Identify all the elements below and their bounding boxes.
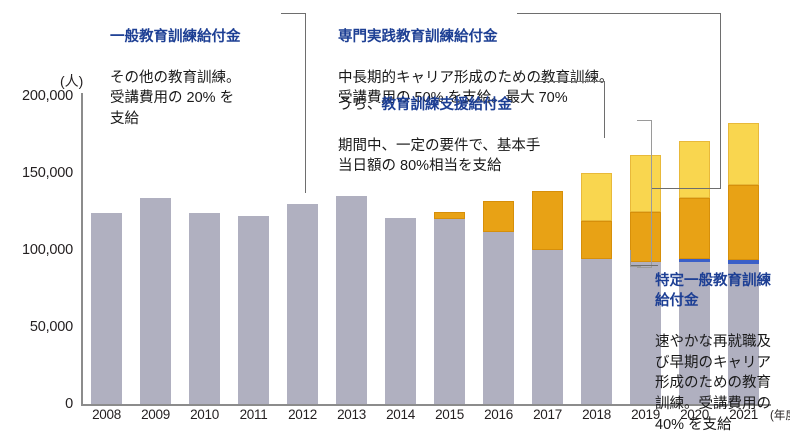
annotation-tokutei-body: 速やかな再就職及 び早期のキャリア 形成のための教育 訓練。受講費用の 40% … <box>655 334 771 433</box>
annotation-ippan-body: その他の教育訓練。 受講費用の 20% を 支給 <box>110 69 241 127</box>
bar-segment-orange-2019 <box>630 211 661 263</box>
y-tick-label: 100,000 <box>21 242 73 258</box>
x-tick-label-2013: 2013 <box>337 407 366 422</box>
x-axis-line <box>81 404 771 406</box>
x-axis-unit-label: (年度) <box>770 410 790 422</box>
x-tick-label-2012: 2012 <box>288 407 317 422</box>
x-tick-label-2015: 2015 <box>435 407 464 422</box>
y-tick-label: 50,000 <box>29 319 73 335</box>
bar-segment-orange-2020 <box>679 197 710 260</box>
bar-segment-gray-2008 <box>91 213 122 404</box>
bar-segment-blue-2021 <box>728 260 759 264</box>
bar-segment-orange-2017 <box>532 191 563 250</box>
x-tick-label-2016: 2016 <box>484 407 513 422</box>
bar-segment-orange-2016 <box>483 200 514 232</box>
bar-segment-yellow-2019 <box>630 154 661 212</box>
leader-senmon-vertical <box>720 13 722 189</box>
bar-2015 <box>434 211 465 404</box>
x-tick-label-2020: 2020 <box>680 407 709 422</box>
x-tick-label-2011: 2011 <box>239 407 268 422</box>
x-tick-label-2017: 2017 <box>533 407 562 422</box>
y-tick-label: 150,000 <box>21 165 73 181</box>
leader-shien-vertical <box>604 81 606 138</box>
x-tick-label-2014: 2014 <box>386 407 415 422</box>
leader-shien-horizontal <box>536 81 605 83</box>
x-tick-label-2008: 2008 <box>92 407 121 422</box>
leader-senmon-horizontal <box>517 13 721 15</box>
y-tick-label: 200,000 <box>21 88 73 104</box>
annotation-senmon-heading: 専門実践教育訓練給付金 <box>338 28 498 45</box>
bar-segment-gray-2012 <box>287 203 318 404</box>
x-tick-label-2018: 2018 <box>582 407 611 422</box>
bar-segment-yellow-2021 <box>728 122 759 185</box>
bar-2016 <box>483 200 514 404</box>
bar-segment-orange-2015 <box>434 211 465 220</box>
x-tick-label-2010: 2010 <box>190 407 219 422</box>
bracket-senmon-range <box>637 120 652 268</box>
bar-2010 <box>189 213 220 404</box>
y-tick-label: 0 <box>65 396 73 412</box>
bar-segment-gray-2016 <box>483 231 514 404</box>
bar-2012 <box>287 203 318 404</box>
y-axis-line <box>81 93 83 405</box>
bar-segment-gray-2019 <box>630 262 661 404</box>
annotation-shien-prefix: うち、 <box>338 96 382 113</box>
bar-segment-orange-2021 <box>728 184 759 261</box>
bar-segment-yellow-2018 <box>581 173 612 221</box>
annotation-tokutei: 特定一般教育訓練 給付金 速やかな再就職及 び早期のキャリア 形成のための教育 … <box>655 250 787 435</box>
bar-segment-gray-2011 <box>238 216 269 404</box>
bar-segment-gray-2020 <box>679 262 710 404</box>
x-tick-label-2021: 2021 <box>729 407 758 422</box>
bar-segment-orange-2018 <box>581 220 612 260</box>
bar-segment-gray-2018 <box>581 259 612 404</box>
bar-2017 <box>532 191 563 404</box>
bar-2008 <box>91 213 122 404</box>
bar-segment-gray-2017 <box>532 250 563 404</box>
annotation-ippan: 一般教育訓練給付金 その他の教育訓練。 受講費用の 20% を 支給 <box>110 6 310 129</box>
bar-segment-blue-2020 <box>679 259 710 263</box>
bar-2021 <box>728 122 759 404</box>
bar-segment-gray-2013 <box>336 196 367 404</box>
bar-2014 <box>385 217 416 404</box>
bar-2009 <box>140 197 171 404</box>
leader-ippan-vertical <box>305 13 307 193</box>
bracket-tokutei <box>630 250 641 267</box>
bar-2011 <box>238 216 269 404</box>
bar-2018 <box>581 173 612 404</box>
x-tick-label-2009: 2009 <box>141 407 170 422</box>
y-axis-unit-label: (人) <box>60 73 84 89</box>
bar-segment-gray-2021 <box>728 263 759 404</box>
leader-senmon-end <box>652 188 721 190</box>
bar-segment-gray-2014 <box>385 217 416 404</box>
annotation-shien-heading: 教育訓練支援給付金 <box>381 96 513 113</box>
bar-2013 <box>336 196 367 404</box>
x-tick-label-2019: 2019 <box>631 407 660 422</box>
leader-tokutei-horizontal <box>630 265 658 267</box>
annotation-shien: うち、教育訓練支援給付金 期間中、一定の要件で、基本手 当日額の 80%相当を支… <box>338 74 638 177</box>
bar-segment-gray-2015 <box>434 219 465 404</box>
annotation-shien-body: 期間中、一定の要件で、基本手 当日額の 80%相当を支給 <box>338 137 541 175</box>
annotation-ippan-heading: 一般教育訓練給付金 <box>110 28 241 45</box>
annotation-tokutei-heading: 特定一般教育訓練 給付金 <box>655 272 771 310</box>
leader-ippan-horizontal <box>281 13 306 15</box>
bar-segment-gray-2010 <box>189 213 220 404</box>
bar-2019 <box>630 154 661 404</box>
bar-segment-gray-2009 <box>140 197 171 404</box>
